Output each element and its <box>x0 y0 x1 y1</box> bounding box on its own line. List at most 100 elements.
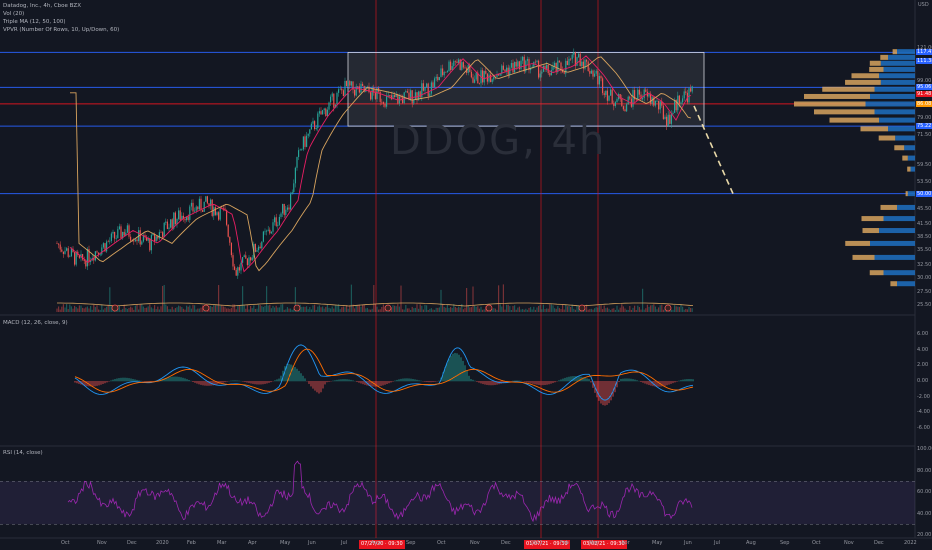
time-axis-label: Nov <box>97 540 107 546</box>
macd-histogram-bar <box>292 365 294 382</box>
volume-bar <box>395 306 397 312</box>
vertical-marker-label: 03/02/21 · 09:30 <box>581 540 627 549</box>
candle-body <box>61 249 63 252</box>
candle-body <box>610 89 612 96</box>
volume-bar <box>685 308 687 312</box>
volume-profile-up <box>883 66 915 72</box>
indicator-volume[interactable]: Vol (20) <box>3 11 25 17</box>
macd-histogram-bar <box>104 381 106 384</box>
volume-profile-up <box>907 155 915 161</box>
macd-histogram-bar <box>232 380 234 382</box>
volume-bar <box>522 309 524 312</box>
volume-bar <box>626 309 628 312</box>
volume-bar <box>547 308 549 312</box>
candle-body <box>213 207 215 216</box>
indicator-rsi[interactable]: RSI (14, close) <box>3 450 43 456</box>
candle-body <box>238 267 240 271</box>
macd-histogram-bar <box>682 379 684 382</box>
macd-histogram-bar <box>384 381 386 385</box>
candle-body <box>496 74 498 77</box>
candle-body <box>474 79 476 83</box>
volume-bar <box>557 306 559 312</box>
volume-bar <box>534 309 536 312</box>
candle-body <box>309 129 311 134</box>
volume-bar <box>266 286 268 312</box>
candle-body <box>317 113 319 128</box>
candle-body <box>302 136 304 150</box>
time-axis-label: Jun <box>684 540 692 546</box>
macd-histogram-bar <box>566 377 568 382</box>
macd-histogram-bar <box>284 366 286 382</box>
macd-histogram-bar <box>230 380 232 382</box>
macd-histogram-bar <box>296 368 298 382</box>
macd-histogram-bar <box>328 381 330 382</box>
volume-bar <box>312 305 314 312</box>
price-axis-label: 79.00 <box>917 115 932 121</box>
volume-bar <box>286 307 288 312</box>
candle-body <box>435 76 437 79</box>
volume-bar <box>672 309 674 312</box>
candle-body <box>352 81 354 90</box>
volume-bar <box>99 309 101 312</box>
volume-bar <box>77 308 79 312</box>
candle-body <box>326 109 328 117</box>
volume-bar <box>651 305 653 312</box>
price-axis-label: 27.50 <box>917 289 932 296</box>
candle-body <box>606 90 608 101</box>
candle-body <box>446 71 448 73</box>
macd-histogram-bar <box>344 379 346 382</box>
volume-bar <box>59 309 61 312</box>
macd-histogram-bar <box>388 381 390 384</box>
candle-body <box>70 248 72 257</box>
candle-body <box>573 52 575 55</box>
macd-histogram-bar <box>130 378 132 382</box>
volume-bar <box>438 307 440 312</box>
volume-bar <box>365 308 367 312</box>
candle-body <box>504 69 506 72</box>
volume-bar <box>186 305 188 312</box>
candle-body <box>603 93 605 95</box>
time-axis-label: Dec <box>501 540 511 546</box>
candle-body <box>421 83 423 98</box>
candle-body <box>154 233 156 242</box>
candle-body <box>162 232 164 238</box>
volume-bar <box>376 306 378 312</box>
volume-bar <box>338 304 340 312</box>
time-axis-label: Oct <box>61 540 70 546</box>
macd-histogram-bar <box>466 370 468 382</box>
macd-histogram-bar <box>196 381 198 384</box>
candle-body <box>667 114 669 126</box>
volume-bar <box>691 308 693 312</box>
macd-histogram-bar <box>386 381 388 385</box>
indicator-vpvr[interactable]: VPVR (Number Of Rows, 10, Up/Down, 60) <box>3 27 120 33</box>
macd-histogram-bar <box>664 381 666 386</box>
volume-bar <box>648 306 650 312</box>
volume-bar <box>491 309 493 312</box>
candle-body <box>69 256 71 257</box>
candle-body <box>674 99 676 113</box>
candle-body <box>173 212 175 229</box>
candle-body <box>200 198 202 211</box>
candle-body <box>483 70 485 83</box>
volume-bar <box>211 306 213 312</box>
macd-histogram-bar <box>334 380 336 382</box>
indicator-triple-ma[interactable]: Triple MA (12, 50, 100) <box>3 19 66 25</box>
indicator-macd[interactable]: MACD (12, 26, close, 9) <box>3 320 68 326</box>
time-axis-label: May <box>280 540 291 546</box>
candle-body <box>568 58 570 66</box>
candle-body <box>389 95 391 96</box>
volume-bar <box>531 309 533 312</box>
macd-histogram-bar <box>90 381 92 387</box>
volume-profile-down <box>804 93 870 99</box>
macd-histogram-bar <box>192 381 194 383</box>
volume-bar <box>600 305 602 312</box>
macd-histogram-bar <box>264 381 266 384</box>
candle-body <box>248 257 250 266</box>
volume-bar <box>408 308 410 312</box>
macd-histogram-bar <box>692 379 694 382</box>
volume-bar <box>627 309 629 312</box>
volume-bar <box>178 305 180 312</box>
candle-body <box>502 65 504 70</box>
price-tag: 86.08 <box>916 100 932 107</box>
macd-histogram-bar <box>124 377 126 382</box>
